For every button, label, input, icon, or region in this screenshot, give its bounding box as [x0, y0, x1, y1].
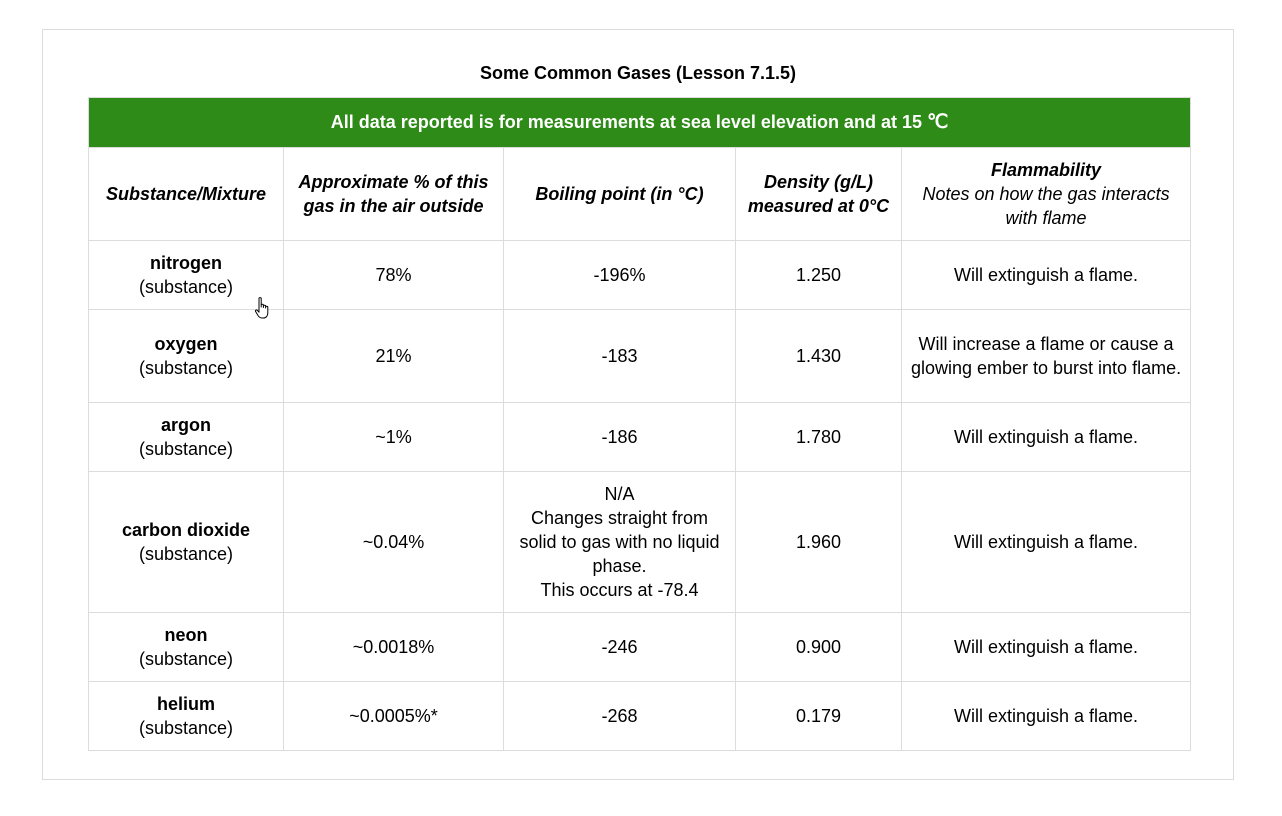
- header-flammability: Flammability Notes on how the gas interac…: [900, 147, 1192, 241]
- density-cell: 1.780: [735, 402, 902, 472]
- flammability-cell: Will extinguish a flame.: [900, 681, 1192, 751]
- hand-pointer-icon: [254, 297, 269, 319]
- boiling-cell: -183: [503, 309, 736, 403]
- substance-cell: helium (substance): [88, 681, 284, 751]
- percent-cell: ~0.04%: [283, 471, 504, 613]
- table-row: helium (substance) ~0.0005%* -268 0.179 W…: [88, 681, 1192, 751]
- percent-cell: ~1%: [283, 402, 504, 472]
- flammability-cell: Will extinguish a flame.: [900, 402, 1192, 472]
- boiling-cell: -186: [503, 402, 736, 472]
- table-card: Some Common Gases (Lesson 7.1.5) All dat…: [42, 29, 1234, 780]
- table-row: argon (substance) ~1% -186 1.780 Will ext…: [88, 402, 1192, 472]
- boiling-cell: -268: [503, 681, 736, 751]
- substance-cell: carbon dioxide (substance): [88, 471, 284, 613]
- boiling-cell: N/A Changes straight from solid to gas w…: [503, 471, 736, 613]
- substance-cell: oxygen (substance): [88, 309, 284, 403]
- flammability-cell: Will extinguish a flame.: [900, 471, 1192, 613]
- density-cell: 1.960: [735, 471, 902, 613]
- flammability-cell: Will extinguish a flame.: [900, 612, 1192, 682]
- banner-text: All data reported is for measurements at…: [330, 112, 927, 132]
- density-cell: 0.900: [735, 612, 902, 682]
- substance-cell: nitrogen (substance): [88, 240, 284, 310]
- gases-table: All data reported is for measurements at…: [87, 97, 1192, 751]
- header-substance: Substance/Mixture: [88, 147, 284, 241]
- table-row: carbon dioxide (substance) ~0.04% N/A Cha…: [88, 471, 1192, 613]
- table-row: oxygen (substance) 21% -183 1.430 Will in…: [88, 309, 1192, 403]
- header-percent: Approximate % of this gas in the air out…: [283, 147, 504, 241]
- table-row: neon (substance) ~0.0018% -246 0.900 Will…: [88, 612, 1192, 682]
- table-caption: Some Common Gases (Lesson 7.1.5): [479, 63, 797, 83]
- flammability-cell: Will increase a flame or cause a glowing…: [900, 309, 1192, 403]
- header-flammability-note: Notes on how the gas interacts with flam…: [922, 184, 1170, 228]
- table-row: nitrogen (substance) 78% -196% 1.250 Will…: [88, 240, 1192, 310]
- header-density: Density (g/L) measured at 0°C: [735, 147, 902, 241]
- percent-cell: 21%: [283, 309, 504, 403]
- header-boiling: Boiling point (in °C): [503, 147, 736, 241]
- substance-cell: argon (substance): [88, 402, 284, 472]
- boiling-cell: -196%: [503, 240, 736, 310]
- density-cell: 0.179: [735, 681, 902, 751]
- percent-cell: 78%: [283, 240, 504, 310]
- flammability-cell: Will extinguish a flame.: [900, 240, 1192, 310]
- banner-cell: All data reported is for measurements at…: [87, 97, 1192, 148]
- header-row: Substance/Mixture Approximate % of this …: [88, 147, 1192, 241]
- percent-cell: ~0.0005%*: [283, 681, 504, 751]
- boiling-cell: -246: [503, 612, 736, 682]
- banner-unit: ℃: [926, 112, 949, 133]
- banner-row: All data reported is for measurements at…: [87, 97, 1192, 148]
- percent-cell: ~0.0018%: [283, 612, 504, 682]
- density-cell: 1.250: [735, 240, 902, 310]
- substance-cell: neon (substance): [88, 612, 284, 682]
- density-cell: 1.430: [735, 309, 902, 403]
